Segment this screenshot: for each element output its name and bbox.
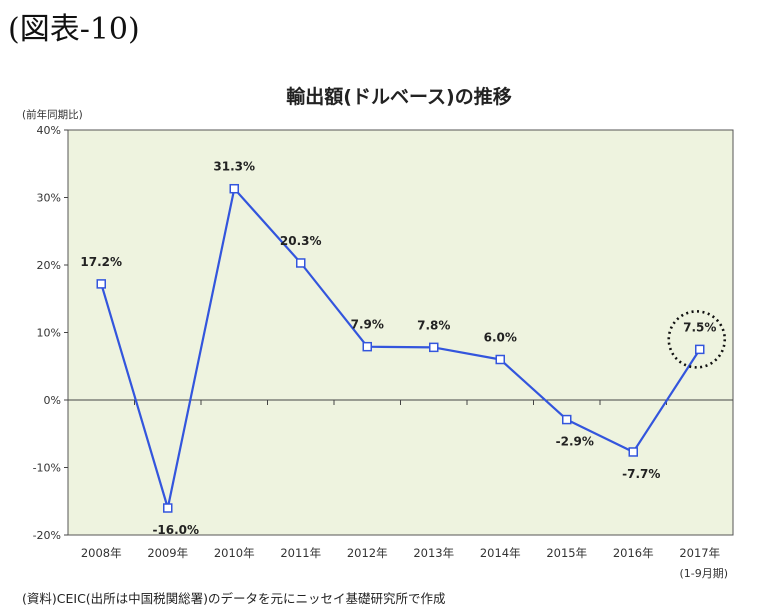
- x-axis: [68, 399, 733, 405]
- data-label: 7.9%: [351, 318, 384, 332]
- source-note: (資料)CEIC(出所は中国税関総署)のデータを元にニッセイ基礎研究所で作成: [22, 591, 446, 606]
- data-label: 31.3%: [213, 160, 255, 174]
- data-labels: 17.2% -16.0% 31.3% 20.3% 7.9% 7.8% 6.0% -2.9% -7…: [80, 160, 716, 537]
- data-label: 7.5%: [683, 320, 716, 334]
- y-tick-label: 30%: [37, 192, 61, 205]
- y-tick-label: 20%: [37, 259, 61, 272]
- data-point: [495, 354, 505, 365]
- data-label: 17.2%: [80, 255, 122, 269]
- chart-title: 輸出額(ドルベース)の推移: [286, 85, 511, 108]
- x-category-sublabel: (1-9月期): [679, 567, 728, 580]
- x-category-label: 2008年: [81, 546, 122, 560]
- y-tick-label: -20%: [33, 529, 61, 542]
- data-label: 6.0%: [484, 331, 517, 345]
- data-label: -2.9%: [556, 435, 594, 449]
- data-point: [296, 258, 306, 268]
- data-label: 20.3%: [280, 234, 322, 248]
- x-category-label: 2010年: [214, 546, 255, 560]
- x-category-label: 2015年: [546, 546, 587, 560]
- y-tick-label: 10%: [37, 327, 61, 340]
- line-chart: 輸出額(ドルベース)の推移 (前年同期比) -20% -10% 0% 10% 20% 30…: [22, 85, 734, 580]
- data-label: 7.8%: [417, 318, 450, 332]
- plot-area: [67, 129, 734, 536]
- data-point: [429, 342, 439, 353]
- data-label: -16.0%: [152, 523, 199, 537]
- series-line: [100, 187, 701, 510]
- y-tick-label: 0%: [44, 394, 61, 407]
- x-category-label: 2017年: [679, 546, 720, 560]
- x-category-label: 2016年: [613, 546, 654, 560]
- data-point: [229, 183, 239, 194]
- figure-label: (図表-10): [8, 12, 140, 47]
- highlight-circle: [667, 310, 727, 369]
- y-axis-label: (前年同期比): [22, 108, 83, 121]
- x-category-label: 2009年: [147, 546, 188, 560]
- x-category-label: 2012年: [347, 546, 388, 560]
- x-category-label: 2011年: [280, 546, 321, 560]
- data-point: [96, 279, 106, 289]
- y-axis: -20% -10% 0% 10% 20% 30% 40%: [33, 124, 68, 542]
- data-label: -7.7%: [622, 467, 660, 481]
- x-category-label: 2013年: [413, 546, 454, 560]
- y-tick-label: -10%: [33, 462, 61, 475]
- series-export-growth: [96, 183, 727, 513]
- data-point: [163, 503, 173, 513]
- y-tick-label: 40%: [37, 124, 61, 137]
- x-category-label: 2014年: [480, 546, 521, 560]
- data-point: [628, 447, 638, 457]
- data-point: [362, 341, 372, 352]
- data-point: [695, 344, 705, 355]
- data-point: [562, 414, 572, 425]
- category-labels: 2008年 2009年 2010年 2011年 2012年 2013年 2014年 2015年…: [81, 546, 728, 580]
